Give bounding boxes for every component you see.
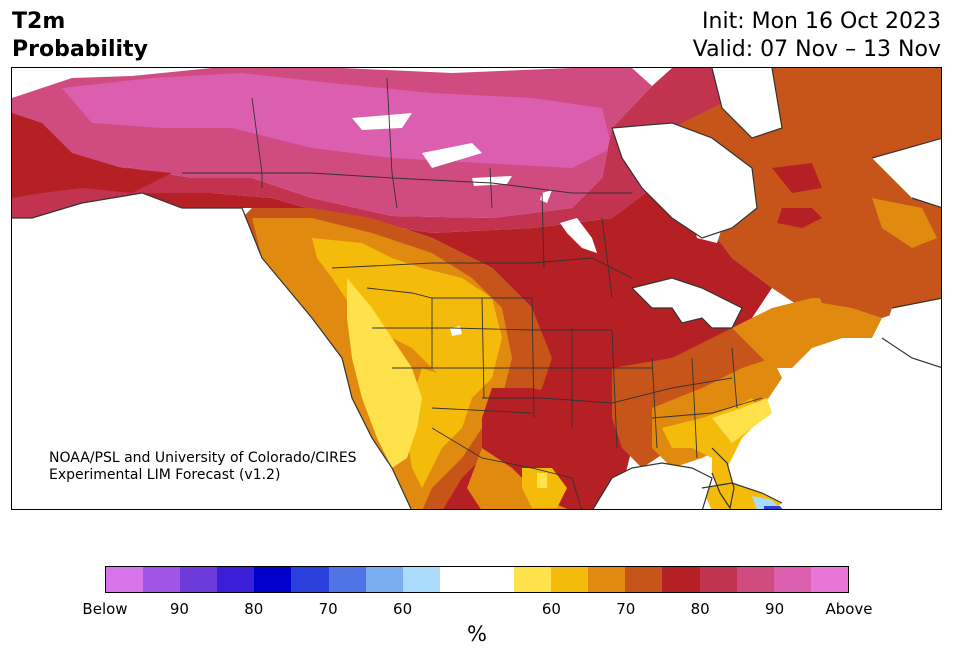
colorbar-cell [736,567,774,592]
coastlines [12,68,941,509]
colorbar-cell [217,567,255,592]
colorbar-tick-label: 90 [169,600,189,618]
probability-colorbar [105,566,849,593]
colorbar-tick-label: 60 [393,600,413,618]
colorbar-cell [810,567,848,592]
colorbar-cell [551,567,589,592]
colorbar-tick-label: 80 [690,600,710,618]
north-atlantic [872,138,941,208]
region-florida-pale [712,398,772,443]
baffin-bay [712,68,782,138]
colorbar-unit-label: % [467,622,487,646]
title-line-2: Probability [12,37,148,62]
colorbar-cell [180,567,218,592]
colorbar-cell [365,567,403,592]
colorbar-cell [254,567,292,592]
state-province-borders [182,77,763,509]
forecast-credit: NOAA/PSL and University of Colorado/CIRE… [49,450,357,484]
region-southwest-yellow [407,368,472,488]
colorbar-cell [439,567,477,592]
colorbar-cell [662,567,700,592]
great-lakes [632,278,742,328]
colorbar-cell [143,567,181,592]
region-pacific-pale [347,278,422,468]
region-mexico-orange [467,448,568,509]
region-caribbean-blue [764,506,783,509]
region-maritimes [812,273,912,318]
colorbar-cell [699,567,737,592]
colorbar-tick-label: 80 [244,600,264,618]
colorbar-tick-label: 90 [765,600,785,618]
map-panel [11,67,942,510]
colorbar-tick-label: Above [825,600,873,618]
region-alaska-red [12,68,752,233]
region-northeast [732,298,882,368]
region-east-tip-orange [872,198,937,248]
credit-line-1: NOAA/PSL and University of Colorado/CIRE… [49,450,357,466]
region-west-yellow [312,238,502,398]
region-mexico-pale [537,473,547,488]
colorbar-tick-label: Below [82,600,128,618]
region-quebec-dark [772,163,822,193]
credit-line-2: Experimental LIM Forecast (v1.2) [49,467,281,483]
lake-1 [540,190,552,203]
colorbar-cell [291,567,329,592]
hudson-bay [612,123,757,238]
colorbar-tick-label: 60 [541,600,561,618]
pacific-ocean [12,193,412,509]
gulf-of-mexico [593,463,712,509]
colorbar-cell [106,567,144,592]
region-labrador-dark [777,208,822,228]
lake-winnipeg [560,218,597,253]
colorbar-cell [476,567,515,592]
atlantic-cutout [882,298,941,368]
probability-map [12,68,941,509]
region-caribbean-pale [752,496,781,509]
arctic-channels-2 [422,143,482,168]
colorbar-cell [402,567,440,592]
init-date: Init: Mon 16 Oct 2023 [702,9,941,34]
colorbar-tick-label: 70 [318,600,338,618]
forecast-dates: Init: Mon 16 Oct 2023 Valid: 07 Nov – 13… [693,8,941,64]
arctic-channels-1 [352,113,412,130]
colorbar-tick-label: 70 [616,600,636,618]
colorbar-cell [514,567,552,592]
title-line-1: T2m [12,9,66,34]
valid-dates: Valid: 07 Nov – 13 Nov [692,37,941,62]
region-north-pink-core [62,73,612,168]
colorbar-cell [625,567,663,592]
map-title: T2m Probability [12,8,148,64]
colorbar-cell [773,567,811,592]
region-alaska-dark [12,113,172,198]
arctic-channels-3 [472,176,512,186]
colorbar-cell [588,567,626,592]
colorbar-cell [328,567,366,592]
